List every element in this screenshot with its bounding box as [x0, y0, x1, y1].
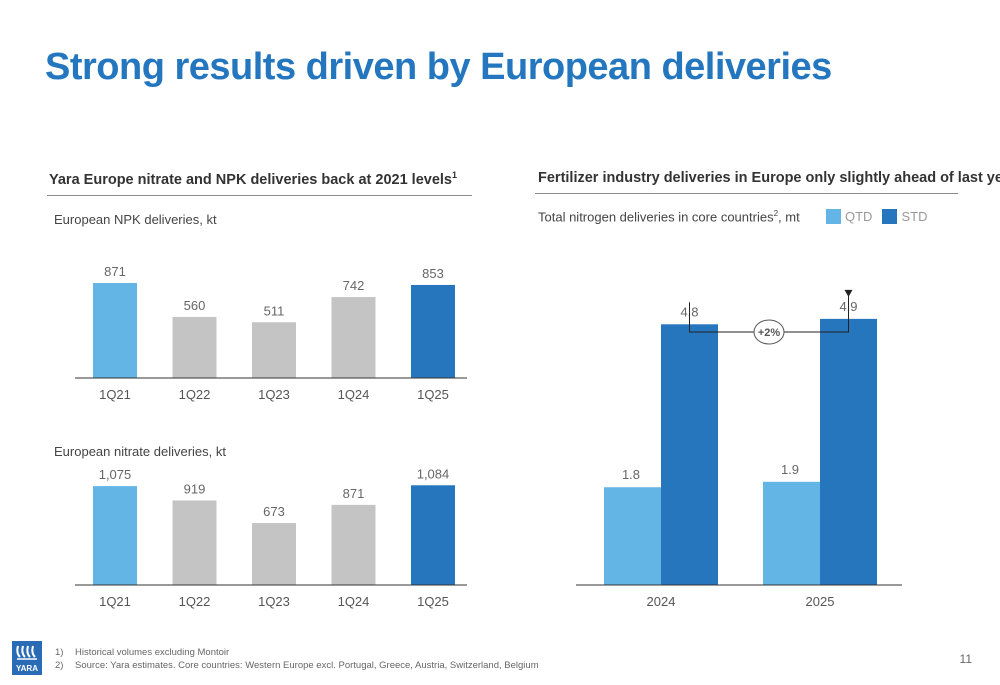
- nitrate-bar-1q22: [172, 500, 217, 585]
- npk-tick-label-1q22: 1Q22: [179, 387, 211, 402]
- logo-text: YARA: [16, 664, 38, 673]
- nitrate-value-label-1q22: 919: [184, 481, 206, 496]
- npk-value-label-1q21: 871: [104, 264, 126, 279]
- legend-label-qtd: QTD: [845, 209, 873, 224]
- nitrogen-tick-label-2024: 2024: [647, 594, 676, 609]
- footnote-1-num: 1): [55, 647, 64, 658]
- nitrogen-bar-std-2024: [661, 324, 718, 585]
- legend: QTD STD: [826, 209, 937, 224]
- nitrate-bar-1q23: [252, 523, 296, 585]
- legend-item-std: STD: [882, 209, 927, 224]
- npk-tick-label-1q21: 1Q21: [99, 387, 131, 402]
- nitrogen-bar-std-2025: [820, 318, 877, 585]
- nitrogen-tick-label-2025: 2025: [806, 594, 835, 609]
- npk-tick-label-1q23: 1Q23: [258, 387, 290, 402]
- npk-tick-label-1q24: 1Q24: [338, 387, 370, 402]
- npk-bar-1q21: [93, 282, 137, 378]
- nitrogen-value-label-qtd-2025: 1.9: [781, 462, 799, 477]
- left-panel-heading-sup: 1: [451, 170, 457, 180]
- nitrate-value-label-1q23: 673: [263, 504, 285, 519]
- npk-chart-title: European NPK deliveries, kt: [54, 212, 217, 227]
- npk-value-label-1q23: 511: [264, 303, 285, 318]
- nitrate-tick-label-1q25: 1Q25: [417, 594, 449, 609]
- nitrogen-chart-title-unit: , mt: [778, 209, 800, 225]
- npk-bar-1q25: [411, 284, 455, 378]
- nitrogen-chart-title-sup: 2: [773, 209, 779, 218]
- growth-bracket: [689, 290, 849, 333]
- nitrate-tick-label-1q21: 1Q21: [99, 594, 131, 609]
- footnote-1: 1) Historical volumes excluding Montoir: [55, 646, 539, 659]
- nitrate-tick-label-1q24: 1Q24: [338, 594, 370, 609]
- left-panel-heading: Yara Europe nitrate and NPK deliveries b…: [49, 170, 457, 188]
- growth-badge: [753, 319, 785, 345]
- nitrate-bar-1q21: [93, 486, 137, 585]
- footnotes: 1) Historical volumes excluding Montoir …: [55, 646, 539, 672]
- nitrate-bar-1q25: [411, 485, 455, 585]
- nitrate-chart-title: European nitrate deliveries, kt: [54, 444, 226, 459]
- legend-swatch-std: [882, 209, 898, 224]
- nitrogen-value-label-std-2024: 4.8: [680, 304, 698, 319]
- nitrogen-bar-qtd-2025: [763, 481, 820, 585]
- npk-value-label-1q22: 560: [184, 298, 206, 313]
- page-number: 11: [959, 652, 972, 666]
- left-panel-heading-text: Yara Europe nitrate and NPK deliveries b…: [49, 171, 452, 188]
- npk-value-label-1q25: 853: [422, 266, 444, 281]
- npk-value-label-1q24: 742: [343, 278, 365, 293]
- nitrate-bar-1q24: [331, 504, 376, 585]
- nitrate-value-label-1q21: 1,075: [99, 467, 132, 482]
- footnote-2-text: Source: Yara estimates. Core countries: …: [75, 660, 539, 671]
- npk-bar-1q24: [331, 297, 376, 378]
- legend-label-std: STD: [901, 209, 928, 224]
- nitrogen-value-label-qtd-2024: 1.8: [622, 467, 640, 482]
- nitrate-value-label-1q24: 871: [343, 486, 365, 501]
- nitrate-tick-label-1q23: 1Q23: [258, 594, 290, 609]
- nitrogen-value-label-std-2025: 4.9: [839, 299, 857, 314]
- footnote-1-text: Historical volumes excluding Montoir: [75, 647, 230, 658]
- nitrate-tick-label-1q22: 1Q22: [179, 594, 211, 609]
- right-panel-rule: [535, 193, 958, 194]
- legend-swatch-qtd: [826, 209, 841, 224]
- nitrate-value-label-1q25: 1,084: [417, 466, 450, 481]
- npk-tick-label-1q25: 1Q25: [417, 387, 449, 402]
- growth-arrow-icon: [844, 289, 853, 297]
- left-panel-rule: [47, 195, 472, 196]
- yara-logo-icon: YARA: [12, 641, 42, 675]
- page-title: Strong results driven by European delive…: [45, 46, 832, 88]
- npk-bar-1q23: [252, 322, 296, 378]
- footnote-2-num: 2): [55, 660, 64, 671]
- npk-bar-1q22: [172, 316, 217, 378]
- nitrogen-chart-title: Total nitrogen deliveries in core countr…: [538, 209, 800, 224]
- nitrogen-chart-title-text: Total nitrogen deliveries in core countr…: [538, 209, 774, 225]
- footnote-2: 2) Source: Yara estimates. Core countrie…: [55, 659, 539, 672]
- right-panel-heading: Fertilizer industry deliveries in Europe…: [538, 170, 1000, 186]
- growth-badge-label: +2%: [758, 327, 781, 339]
- nitrogen-bar-qtd-2024: [604, 487, 661, 585]
- legend-item-qtd: QTD: [826, 209, 872, 224]
